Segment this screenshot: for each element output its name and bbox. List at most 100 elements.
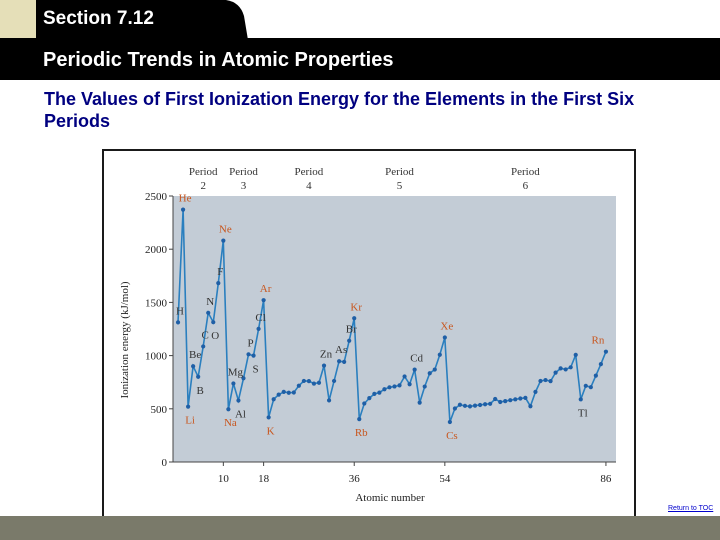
element-label: C (202, 329, 209, 341)
title-bar (0, 38, 720, 80)
y-tick-label: 1000 (145, 351, 168, 363)
data-point (508, 398, 513, 403)
element-label: As (335, 344, 347, 356)
data-point (498, 399, 503, 405)
section-label: Section 7.12 (43, 8, 154, 29)
data-point (291, 390, 296, 395)
data-point (493, 396, 498, 402)
element-label: Tl (578, 407, 588, 419)
data-point (367, 396, 372, 401)
period-label: Period (189, 166, 218, 178)
y-tick-label: 500 (151, 404, 168, 416)
data-point (417, 400, 422, 405)
x-axis-label: Atomic number (355, 492, 425, 504)
return-to-toc-link[interactable]: Return to TOC (668, 505, 714, 512)
period-label: Period (295, 166, 324, 178)
data-point (578, 397, 583, 402)
data-point (488, 401, 493, 406)
section-tab (36, 0, 248, 40)
data-point (331, 378, 337, 384)
data-point (573, 352, 578, 357)
data-point (442, 335, 447, 340)
period-number: 6 (523, 180, 529, 192)
data-point (251, 353, 256, 358)
data-point (241, 376, 246, 381)
element-label: P (247, 337, 253, 349)
data-point (518, 396, 523, 401)
period-label: Period (229, 166, 258, 178)
data-point (266, 415, 271, 420)
data-point (568, 365, 573, 370)
element-label: N (206, 296, 214, 308)
element-label: Ar (260, 283, 272, 295)
element-label: Xe (440, 321, 453, 333)
data-point (211, 320, 216, 325)
x-tick-label: 36 (349, 473, 361, 485)
data-point (543, 377, 548, 383)
element-label: Be (189, 349, 201, 361)
period-number: 3 (241, 180, 247, 192)
data-point (477, 402, 483, 408)
data-point (306, 379, 312, 384)
slide-title: Periodic Trends in Atomic Properties (43, 49, 394, 71)
data-point (392, 384, 397, 389)
data-point (563, 367, 568, 372)
data-point (412, 367, 417, 372)
data-point (276, 392, 281, 397)
data-point (377, 390, 382, 395)
y-tick-label: 0 (162, 457, 168, 469)
element-label: He (179, 193, 192, 205)
data-point (528, 404, 533, 409)
data-point (533, 389, 538, 394)
period-number: 5 (397, 180, 403, 192)
data-point (387, 385, 392, 390)
y-tick-label: 2500 (145, 191, 168, 203)
element-label: Ne (219, 224, 232, 236)
element-label: Al (235, 409, 246, 421)
period-number: 2 (200, 180, 206, 192)
y-tick-label: 1500 (145, 297, 168, 309)
data-point (271, 397, 276, 402)
data-point (326, 398, 332, 403)
data-point (452, 406, 458, 411)
data-point (231, 381, 236, 386)
element-label: B (196, 385, 203, 397)
data-point (447, 419, 452, 425)
data-point (598, 362, 603, 367)
data-point (593, 373, 598, 378)
element-label: Mg (228, 366, 244, 378)
data-point (206, 310, 211, 315)
data-point (226, 407, 231, 412)
data-point (362, 401, 367, 406)
data-point (286, 390, 291, 395)
data-point (175, 320, 181, 325)
data-point (583, 383, 588, 388)
data-point (347, 338, 352, 343)
data-point (462, 403, 468, 408)
data-point (216, 281, 221, 286)
data-point (221, 238, 226, 243)
x-tick-label: 54 (439, 473, 451, 485)
data-point (281, 389, 286, 394)
data-point (191, 364, 196, 369)
data-point (301, 378, 306, 384)
data-point (372, 391, 377, 397)
data-point (337, 359, 342, 364)
data-point (246, 352, 251, 357)
period-label: Period (385, 166, 414, 178)
element-label: S (252, 364, 258, 376)
data-point (523, 395, 528, 400)
element-label: H (176, 305, 184, 317)
data-point (503, 399, 508, 404)
data-point (483, 402, 488, 407)
data-point (342, 359, 347, 364)
data-point (201, 344, 206, 349)
element-label: K (267, 425, 275, 437)
data-point (402, 374, 407, 379)
data-point (261, 298, 266, 303)
data-point (352, 316, 357, 321)
period-number: 4 (306, 180, 312, 192)
element-label: Rn (592, 335, 605, 347)
element-label: Cl (255, 312, 265, 324)
